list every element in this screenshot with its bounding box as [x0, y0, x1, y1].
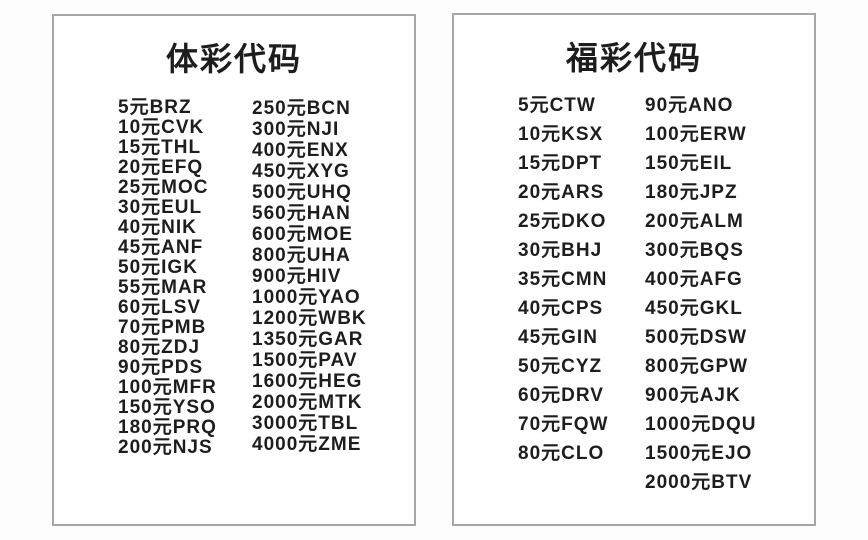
code-item: 300元BQS: [645, 240, 744, 261]
code-item: 60元DRV: [518, 385, 604, 406]
code-item: 1000元YAO: [252, 287, 361, 308]
code-item: 900元AJK: [645, 385, 741, 406]
code-item: 35元CMN: [518, 269, 608, 290]
code-item: 180元PRQ: [118, 417, 217, 438]
code-item: 70元FQW: [518, 414, 609, 435]
code-item: 100元MFR: [118, 377, 217, 398]
code-item: 1200元WBK: [252, 308, 367, 329]
code-item: 560元HAN: [252, 203, 351, 224]
code-item: 1500元EJO: [645, 443, 753, 464]
code-item: 300元NJI: [252, 119, 340, 140]
code-item: 60元LSV: [118, 297, 202, 318]
code-item: 4000元ZME: [252, 434, 362, 455]
code-item: 20元EFQ: [118, 157, 204, 178]
code-item: 250元BCN: [252, 98, 351, 119]
code-item: 20元ARS: [518, 182, 605, 203]
welfare-code-list-left: 5元CTW 10元KSX 15元DPT 20元ARS 25元DKO 30元BHJ 35元CM…: [518, 91, 645, 497]
code-item: 150元YSO: [118, 397, 216, 418]
welfare-code-list-right: 90元ANO 100元ERW 150元EIL 180元JPZ 200元ALM 300元BQ…: [645, 91, 757, 497]
code-item: 40元NIK: [118, 217, 197, 238]
code-item: 25元MOC: [118, 177, 209, 198]
code-item: 50元IGK: [118, 257, 198, 278]
code-item: 10元KSX: [518, 124, 604, 145]
code-item: 500元UHQ: [252, 182, 352, 203]
code-item: 45元ANF: [118, 237, 204, 258]
code-item: 55元MAR: [118, 277, 208, 298]
code-item: 30元BHJ: [518, 240, 603, 261]
code-item: 150元EIL: [645, 153, 733, 174]
code-item: 450元XYG: [252, 161, 350, 182]
code-item: 450元GKL: [645, 298, 743, 319]
code-item: 25元DKO: [518, 211, 607, 232]
code-item: 1600元HEG: [252, 371, 363, 392]
code-item: 15元THL: [118, 137, 202, 158]
code-item: 600元MOE: [252, 224, 353, 245]
code-item: 30元EUL: [118, 197, 203, 218]
code-item: 80元ZDJ: [118, 337, 201, 358]
code-item: 10元CVK: [118, 117, 205, 138]
code-item: 400元AFG: [645, 269, 743, 290]
sports-code-list-left: 5元BRZ 10元CVK 15元THL 20元EFQ 25元MOC 30元EUL 40元NI…: [118, 98, 252, 458]
welfare-code-columns: 5元CTW 10元KSX 15元DPT 20元ARS 25元DKO 30元BHJ 35元CM…: [454, 91, 814, 497]
code-item: 200元ALM: [645, 211, 744, 232]
code-item: 80元CLO: [518, 443, 605, 464]
code-item: 40元CPS: [518, 298, 604, 319]
code-item: 50元CYZ: [518, 356, 603, 377]
code-item: 2000元BTV: [645, 472, 753, 493]
code-item: 100元ERW: [645, 124, 747, 145]
sports-code-list-right: 250元BCN 300元NJI 400元ENX 450元XYG 500元UHQ 560元H…: [252, 98, 367, 458]
code-item: 1500元PAV: [252, 350, 358, 371]
code-item: 800元GPW: [645, 356, 749, 377]
code-item: 2000元MTK: [252, 392, 363, 413]
sports-lottery-title: 体彩代码: [165, 41, 302, 77]
code-item: 900元HIV: [252, 266, 342, 287]
code-item: 400元ENX: [252, 140, 349, 161]
welfare-lottery-panel: 福彩代码 5元CTW 10元KSX 15元DPT 20元ARS 25元DKO 30元BHJ…: [452, 13, 816, 526]
code-item: 800元UHA: [252, 245, 351, 266]
sports-code-columns: 5元BRZ 10元CVK 15元THL 20元EFQ 25元MOC 30元EUL 40元NI…: [54, 98, 414, 458]
code-item: 1000元DQU: [645, 414, 757, 435]
code-item: 45元GIN: [518, 327, 598, 348]
code-item: 3000元TBL: [252, 413, 359, 434]
code-item: 5元CTW: [518, 95, 596, 116]
sports-lottery-panel: 体彩代码 5元BRZ 10元CVK 15元THL 20元EFQ 25元MOC 30元EUL…: [52, 14, 416, 526]
welfare-lottery-title: 福彩代码: [565, 40, 702, 76]
code-item: 90元ANO: [645, 95, 734, 116]
code-item: 15元DPT: [518, 153, 603, 174]
code-item: 500元DSW: [645, 327, 748, 348]
code-item: 70元PMB: [118, 317, 207, 338]
code-item: 90元PDS: [118, 357, 204, 378]
code-item: 1350元GAR: [252, 329, 364, 350]
code-item: 180元JPZ: [645, 182, 738, 203]
code-item: 200元NJS: [118, 437, 213, 458]
code-item: 5元BRZ: [118, 97, 192, 118]
